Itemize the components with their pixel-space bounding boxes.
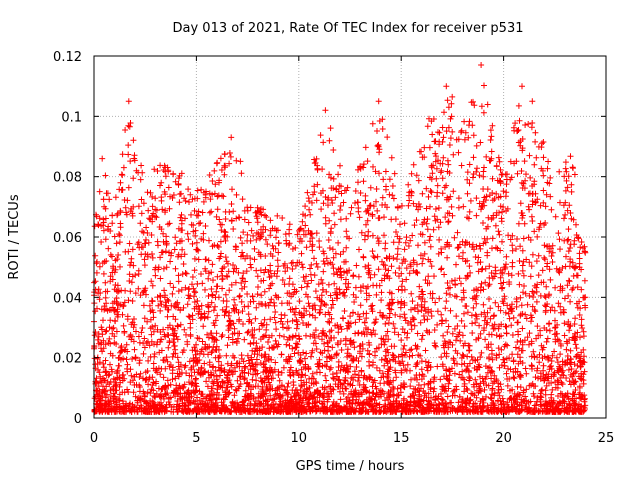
roti-markers xyxy=(91,62,589,415)
data-points xyxy=(91,62,589,415)
x-tick-label: 20 xyxy=(495,431,512,446)
y-tick-label: 0.1 xyxy=(61,110,82,125)
y-tick-label: 0.04 xyxy=(53,291,82,306)
y-tick-label: 0.08 xyxy=(53,171,82,186)
x-tick-label: 25 xyxy=(598,431,615,446)
x-axis-ticks: 0 5 10 15 20 25 xyxy=(90,56,614,446)
y-tick-label: 0.12 xyxy=(53,50,82,65)
chart-title: Day 013 of 2021, Rate Of TEC Index for r… xyxy=(173,21,524,36)
x-tick-label: 15 xyxy=(393,431,410,446)
y-tick-label: 0.02 xyxy=(53,352,82,367)
x-tick-label: 10 xyxy=(291,431,308,446)
y-axis-label: ROTI / TECUs xyxy=(7,194,22,279)
y-tick-label: 0 xyxy=(74,412,82,427)
x-tick-label: 0 xyxy=(90,431,98,446)
y-tick-label: 0.06 xyxy=(53,231,82,246)
x-axis-label: GPS time / hours xyxy=(296,459,405,474)
x-tick-label: 5 xyxy=(192,431,200,446)
y-axis-ticks: 0 0.02 0.04 0.06 0.08 0.1 0.12 xyxy=(53,50,606,427)
